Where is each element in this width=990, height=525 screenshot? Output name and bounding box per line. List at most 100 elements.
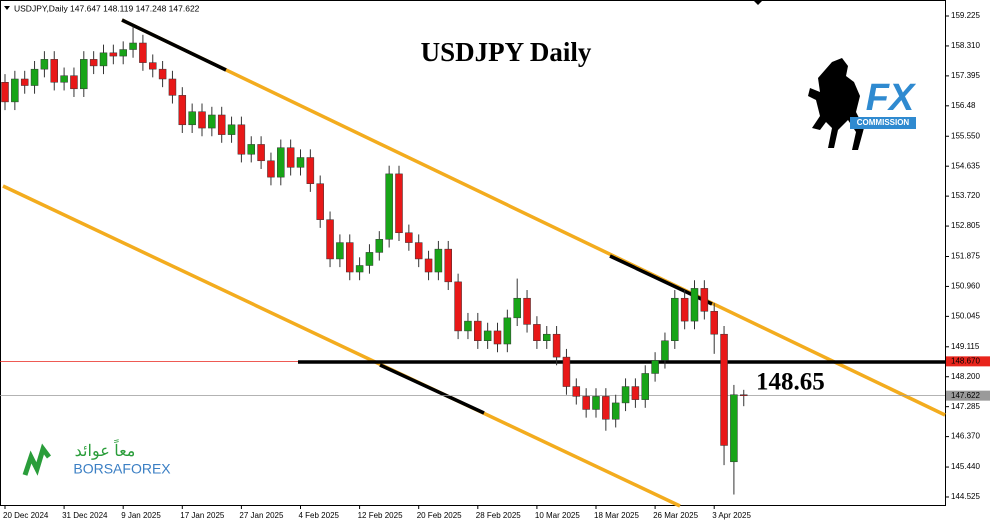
borsa-arabic: معاً عوائد (75, 439, 136, 461)
candle-body (99, 52, 108, 67)
candle-body (296, 157, 305, 168)
y-tick-label: 147.285 (951, 402, 980, 411)
y-tick-label: 153.720 (951, 191, 980, 200)
y-tick-label: 156.48 (951, 101, 976, 110)
candle-body (316, 183, 324, 220)
candle-body (247, 144, 255, 155)
candle-body (493, 330, 502, 345)
candle-body (286, 147, 295, 168)
y-tick-label: 154.635 (951, 161, 980, 170)
candle-body (730, 394, 738, 463)
candle-body (710, 311, 718, 335)
price-tag (946, 390, 990, 401)
candle-body (385, 173, 393, 240)
y-tick-label: 150.960 (951, 282, 980, 291)
candle-body (326, 219, 334, 260)
candle-body (562, 356, 571, 387)
candle-body (611, 402, 620, 420)
chart-title: USDJPY Daily (421, 37, 592, 67)
x-tick-label: 3 Apr 2025 (712, 511, 751, 520)
candle-body (89, 59, 98, 67)
candle-body (424, 258, 433, 273)
channel-upper (121, 18, 946, 417)
candle-body (306, 157, 315, 184)
candle-body (720, 333, 728, 446)
candle-body (523, 297, 531, 325)
candle-body (208, 114, 216, 129)
y-tick-label: 144.525 (951, 492, 980, 501)
candle-body (188, 111, 196, 126)
candle-body (690, 288, 699, 322)
candle-body (395, 173, 403, 234)
candle-body (50, 59, 58, 83)
candle-body (277, 147, 285, 178)
candle-body (454, 281, 462, 332)
touch-segment (121, 18, 227, 72)
x-tick-label: 27 Jan 2025 (239, 511, 284, 520)
x-tick-label: 20 Feb 2025 (417, 511, 462, 520)
candle-body (641, 373, 649, 400)
candle-body (582, 396, 590, 410)
candle-body (444, 248, 452, 283)
candle-body (572, 386, 581, 397)
borsa-icon (22, 443, 51, 476)
candle-body (1, 82, 9, 103)
candle-body (474, 320, 482, 341)
candle-body (740, 394, 748, 396)
candle-body (178, 95, 187, 126)
candle-body (552, 333, 561, 358)
candle-body (158, 68, 167, 80)
candle-body (60, 75, 68, 83)
horse-icon (808, 58, 864, 150)
candle-body (355, 265, 364, 273)
candle-body (40, 59, 49, 70)
y-tick-label: 159.225 (951, 11, 980, 20)
candle-body (621, 386, 630, 404)
price-tag-label: 148.670 (951, 356, 980, 365)
candle-body (543, 333, 551, 341)
y-tick-label: 155.550 (951, 131, 980, 140)
candle-body (661, 340, 669, 361)
x-tick-label: 17 Jan 2025 (180, 511, 225, 520)
y-tick-label: 148.200 (951, 372, 980, 381)
x-tick-label: 26 Mar 2025 (653, 511, 698, 520)
y-tick-label: 158.310 (951, 41, 980, 50)
candle-body (483, 330, 492, 341)
candle-body (80, 59, 88, 90)
shift-marker (753, 0, 763, 5)
y-tick-label: 152.805 (951, 221, 980, 230)
x-tick-label: 20 Dec 2024 (3, 511, 49, 520)
candle-body (336, 242, 344, 260)
candle-body (198, 111, 206, 129)
price-tag-label: 147.622 (951, 391, 980, 400)
fx-text: FX (866, 77, 917, 119)
candle-body (375, 239, 384, 253)
candle-body (129, 42, 137, 50)
x-tick-label: 9 Jan 2025 (121, 511, 161, 520)
channel-lower (2, 184, 681, 508)
candle-body (257, 144, 265, 162)
candle-body (434, 248, 443, 273)
x-tick-label: 18 Mar 2025 (594, 511, 639, 520)
candle-body (671, 297, 679, 341)
header-arrow (4, 6, 10, 10)
candle-body (414, 242, 423, 260)
borsa-logo: معاً عوائد BORSAFOREX (22, 439, 171, 477)
candle-body (119, 49, 127, 57)
borsa-text: BORSAFOREX (73, 461, 171, 477)
candle-body (464, 320, 472, 332)
candle-body (70, 75, 78, 90)
x-tick-label: 4 Feb 2025 (299, 511, 340, 520)
fx-subtext: COMMISSION (857, 118, 910, 127)
candle-body (149, 62, 157, 70)
candle-body (237, 124, 246, 155)
fx-band (850, 117, 916, 129)
candle-body (513, 297, 521, 319)
candle-body (20, 78, 29, 86)
candle-body (503, 317, 512, 345)
level-label: 148.65 (756, 369, 825, 396)
candle-body (109, 52, 118, 57)
candle-body (631, 386, 640, 400)
candle-body (602, 396, 610, 420)
